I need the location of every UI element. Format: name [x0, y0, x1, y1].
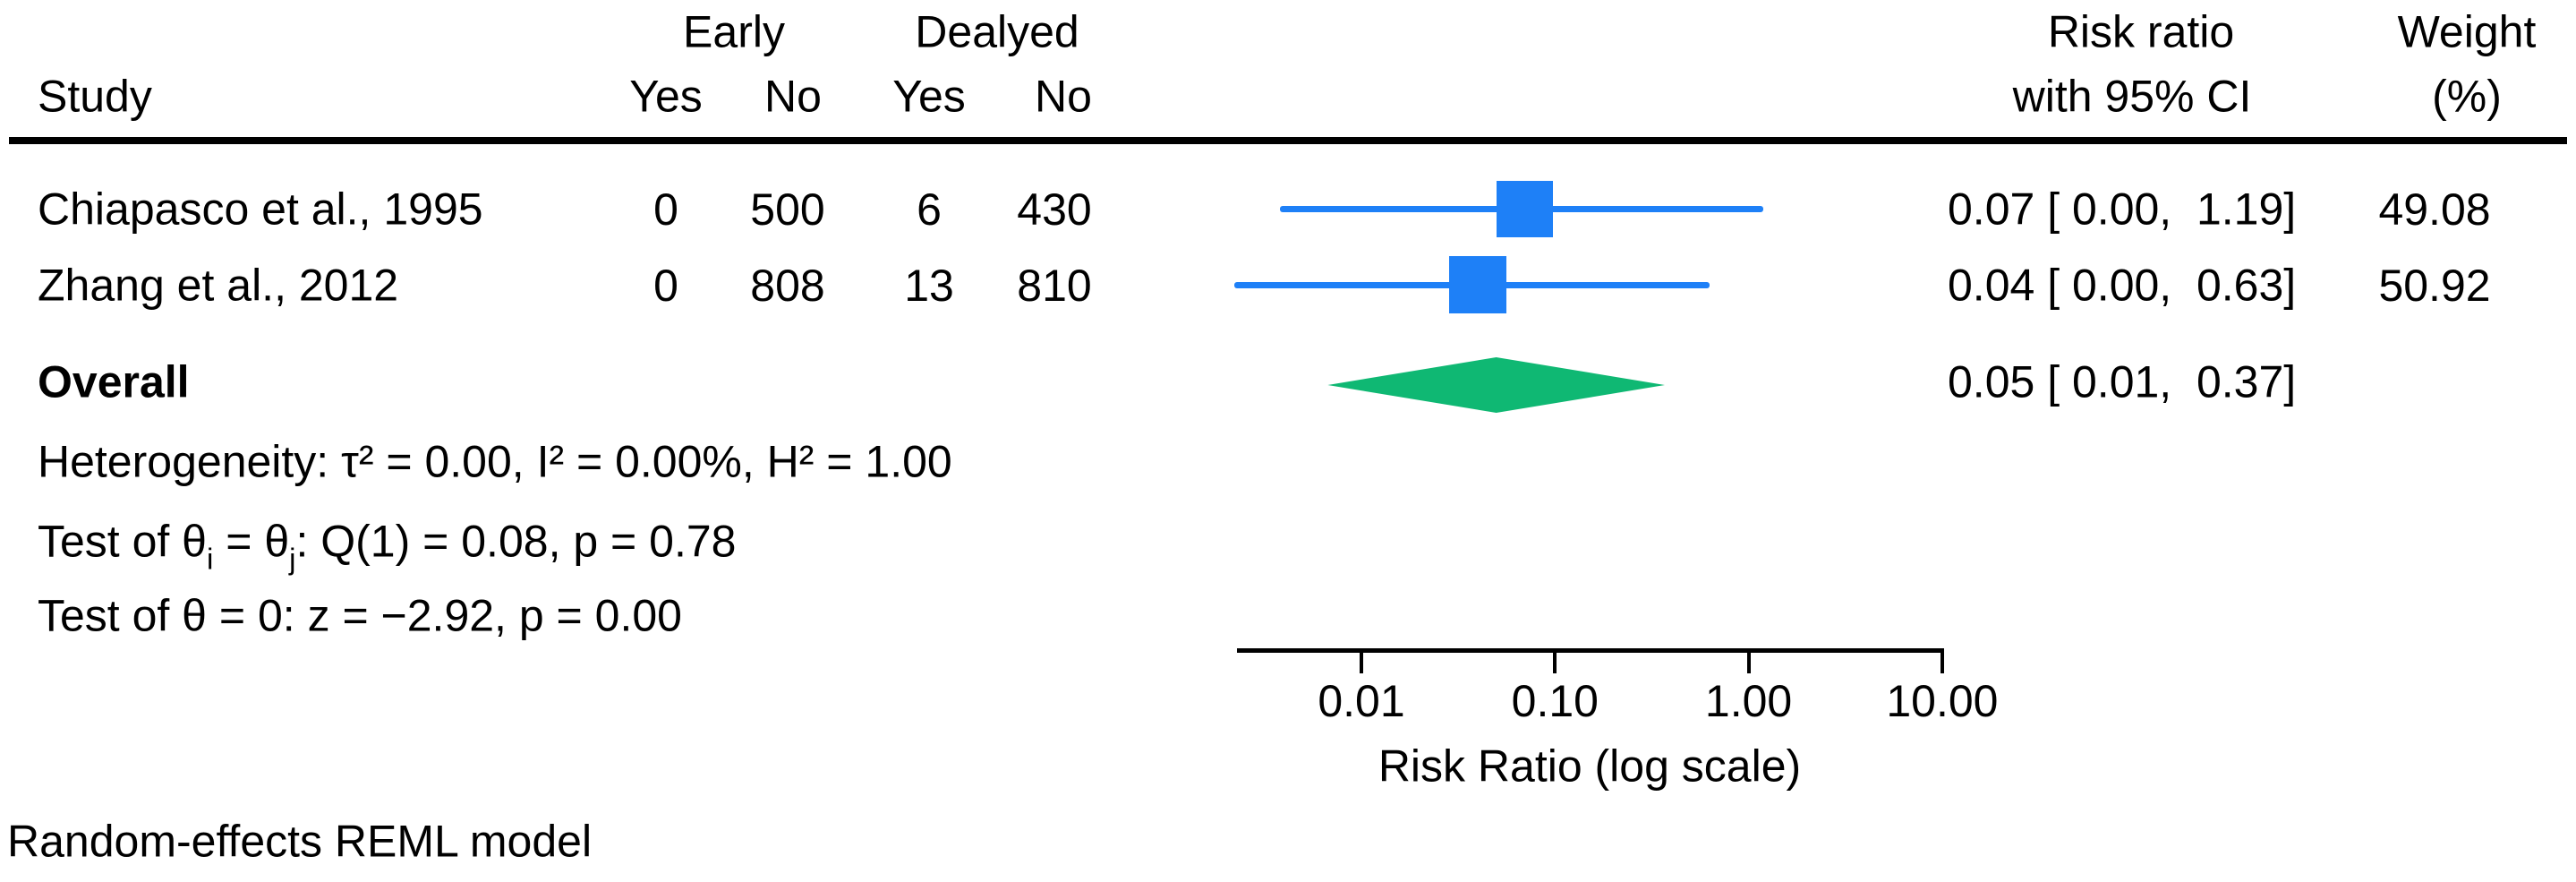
- ci-text: 0.04 [ 0.00, 0.63]: [1948, 260, 2297, 311]
- overall-label: Overall: [38, 356, 190, 407]
- col-header-early: Early: [683, 6, 785, 57]
- col-header-delayed: Dealyed: [915, 6, 1079, 57]
- overall-ci-text: 0.05 [ 0.01, 0.37]: [1948, 356, 2297, 407]
- test-q-sub-j: j: [289, 542, 296, 576]
- axis-tick: [1360, 648, 1363, 673]
- header-rule: [9, 137, 2567, 144]
- cell-delayed-yes: 13: [904, 261, 954, 311]
- test-q-mid: = θ: [213, 516, 290, 567]
- axis-tick: [1940, 648, 1944, 673]
- col-header-delayed-yes: Yes: [892, 71, 966, 122]
- forest-square: [1497, 180, 1554, 237]
- col-header-weight-pct: (%): [2432, 71, 2502, 122]
- axis-tick-label: 0.10: [1511, 676, 1599, 726]
- axis-tick-label: 1.00: [1704, 676, 1793, 726]
- cell-early-yes: 0: [653, 261, 678, 311]
- cell-delayed-no: 430: [1017, 184, 1092, 235]
- test-q-post: : Q(1) = 0.08, p = 0.78: [295, 516, 737, 567]
- col-header-early-no: No: [764, 71, 822, 122]
- cell-early-yes: 0: [653, 184, 678, 235]
- weight-value: 49.08: [2378, 184, 2491, 235]
- col-header-study: Study: [38, 71, 152, 122]
- test-z-text: Test of θ = 0: z = −2.92, p = 0.00: [38, 590, 682, 641]
- axis-tick-label: 10.00: [1886, 676, 1999, 726]
- weight-value: 50.92: [2378, 261, 2491, 311]
- test-q-line: Test of θi = θj: Q(1) = 0.08, p = 0.78: [38, 516, 737, 575]
- study-name: Zhang et al., 2012: [38, 260, 399, 311]
- study-name: Chiapasco et al., 1995: [38, 184, 483, 235]
- axis-label: Risk Ratio (log scale): [1378, 741, 1802, 792]
- forest-square: [1449, 256, 1507, 313]
- axis-tick-label: 0.01: [1318, 676, 1405, 726]
- test-q-sub-i: i: [207, 542, 214, 576]
- cell-early-no: 808: [750, 261, 825, 311]
- heterogeneity-text: Heterogeneity: τ² = 0.00, I² = 0.00%, H²…: [38, 436, 952, 487]
- col-header-ci: with 95% CI: [2012, 71, 2252, 122]
- axis-tick: [1553, 648, 1557, 673]
- footer-note: Random-effects REML model: [7, 816, 593, 867]
- col-header-delayed-no: No: [1035, 71, 1092, 122]
- cell-delayed-yes: 6: [917, 184, 942, 235]
- axis-line: [1237, 648, 1944, 653]
- cell-early-no: 500: [750, 184, 825, 235]
- ci-text: 0.07 [ 0.00, 1.19]: [1948, 184, 2297, 235]
- overall-diamond: [1327, 357, 1665, 413]
- col-header-risk-ratio: Risk ratio: [2047, 6, 2235, 57]
- axis-tick: [1746, 648, 1751, 673]
- test-q-pre: Test of θ: [38, 516, 207, 567]
- cell-delayed-no: 810: [1017, 261, 1092, 311]
- col-header-weight: Weight: [2397, 6, 2537, 57]
- col-header-early-yes: Yes: [629, 71, 703, 122]
